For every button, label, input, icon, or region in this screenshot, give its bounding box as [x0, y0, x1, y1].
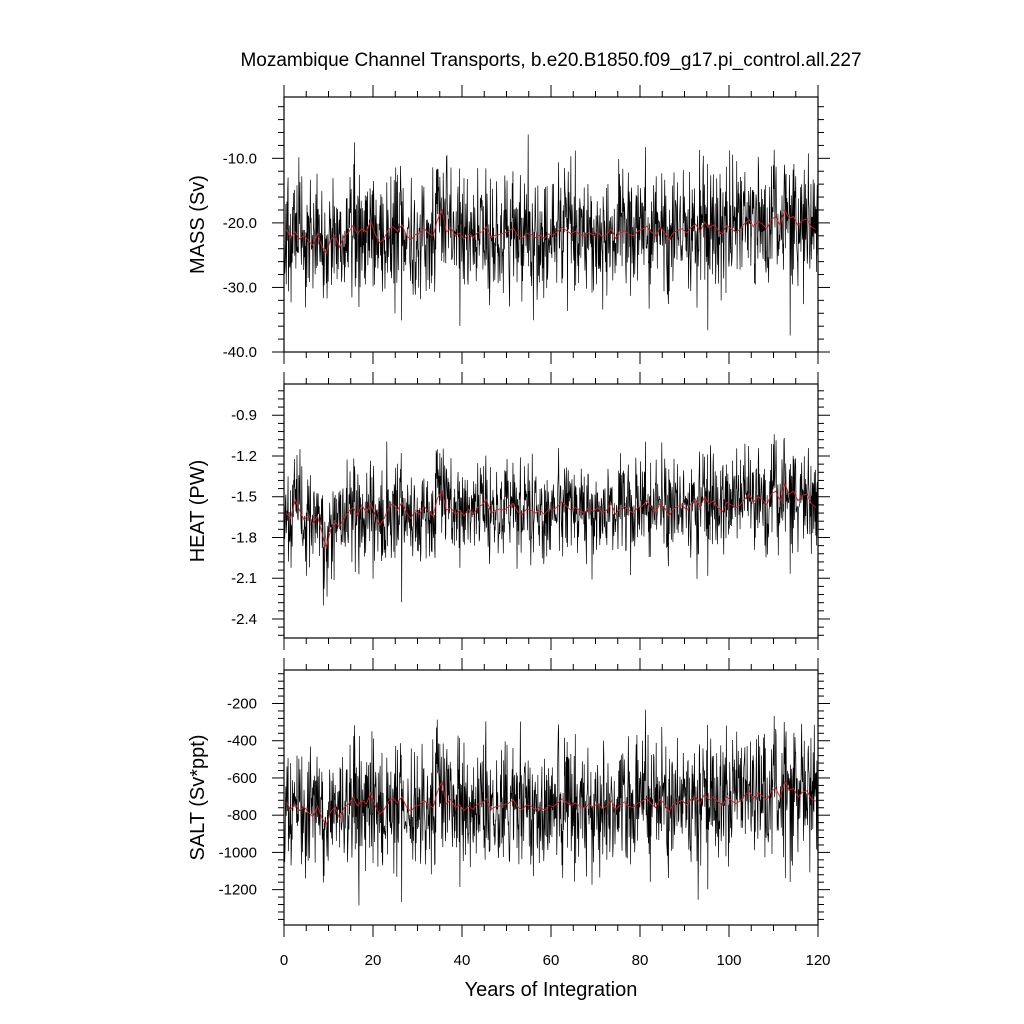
ytick-label: -1000	[219, 844, 257, 861]
ytick-label: -800	[227, 807, 257, 824]
series-monthly-heat	[284, 434, 818, 606]
ytick-label: -1.8	[231, 529, 257, 546]
ytick-label: -40.0	[223, 344, 257, 361]
ytick-label: -2.4	[231, 611, 257, 628]
ytick-label: -1.5	[231, 489, 257, 506]
xtick-label: 60	[543, 952, 560, 969]
xtick-label: 80	[632, 952, 649, 969]
series-annual-salt	[285, 780, 816, 826]
xtick-label: 0	[280, 952, 288, 969]
xtick-label: 40	[454, 952, 471, 969]
ylabel-salt: SALT (Sv*ppt)	[187, 735, 209, 861]
xlabel: Years of Integration	[465, 979, 638, 1001]
panel-heat: -2.4 -2.1 -1.8 -1.5 -1.2 -0.9 HEAT (PW)	[187, 372, 830, 650]
panel-mass: -40.0 -30.0 -20.0 -10.0 MASS (Sv)	[187, 85, 830, 364]
ytick-label: -20.0	[223, 215, 257, 232]
ytick-label: -2.1	[231, 570, 257, 587]
ytick-label: -10.0	[223, 150, 257, 167]
series-monthly-salt	[284, 709, 818, 906]
panel-salt: -1200 -1000 -800 -600 -400 -200 SALT (Sv*ppt) 0…	[187, 658, 831, 1001]
xtick-label: 20	[365, 952, 382, 969]
chart-title: Mozambique Channel Transports, b.e20.B18…	[240, 50, 861, 71]
ytick-label: -0.9	[231, 407, 257, 424]
ytick-label: -600	[227, 770, 257, 787]
series-annual-mass	[285, 208, 816, 255]
ylabel-mass: MASS (Sv)	[187, 175, 209, 274]
ytick-label: -30.0	[223, 279, 257, 296]
ytick-label: -200	[227, 696, 257, 713]
panels-group: -40.0 -30.0 -20.0 -10.0 MASS (Sv) -2.4 -2.1 -1.…	[187, 85, 831, 1001]
xtick-label: 120	[805, 952, 830, 969]
ytick-label: -400	[227, 733, 257, 750]
ytick-label: -1.2	[231, 448, 257, 465]
series-annual-heat	[285, 481, 817, 549]
ylabel-heat: HEAT (PW)	[187, 460, 209, 563]
xtick-label: 100	[716, 952, 741, 969]
series-monthly-mass	[284, 134, 818, 336]
ytick-label: -1200	[219, 882, 257, 899]
